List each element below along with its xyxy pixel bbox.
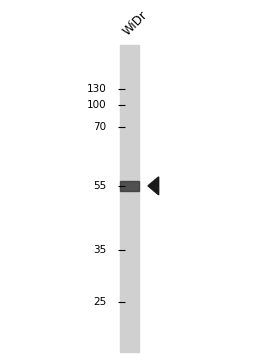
Text: 55: 55 [93, 181, 106, 191]
Polygon shape [148, 177, 159, 195]
Text: 130: 130 [87, 84, 106, 94]
Text: 70: 70 [93, 122, 106, 132]
Bar [120, 45, 139, 352]
Text: 100: 100 [87, 100, 106, 110]
Text: WiDr: WiDr [120, 8, 150, 38]
Text: 35: 35 [93, 245, 106, 256]
Bar [120, 181, 139, 191]
Text: 25: 25 [93, 297, 106, 307]
